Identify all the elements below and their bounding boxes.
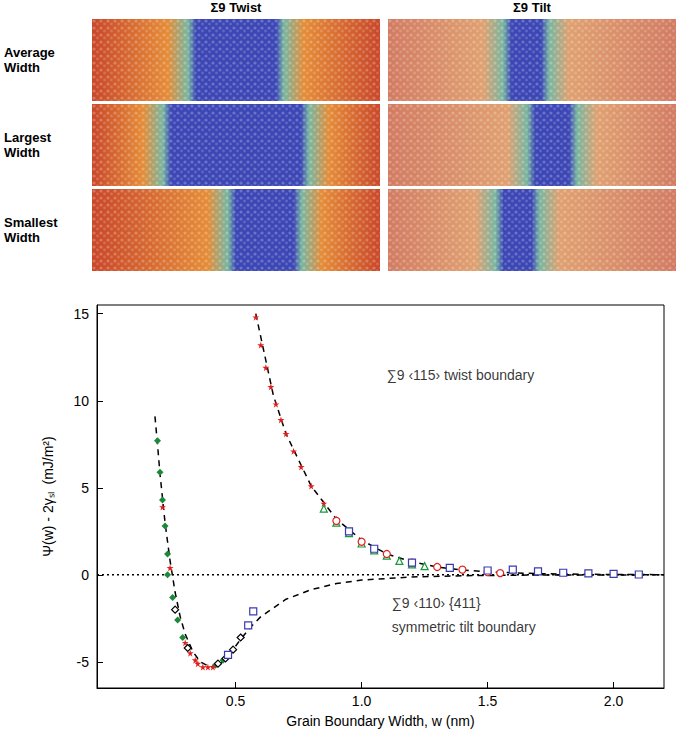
svg-text:symmetric tilt boundary: symmetric tilt boundary <box>392 619 536 635</box>
svg-text:-5: -5 <box>77 654 90 670</box>
html-text:Σ9 Twist: Σ9 Twist <box>210 0 262 15</box>
svg-text:5: 5 <box>81 480 89 496</box>
html-text:Smallest Width: Smallest Width <box>4 215 58 245</box>
svg-text:0.5: 0.5 <box>226 693 246 709</box>
svg-text:∑9 ‹115› twist boundary: ∑9 ‹115› twist boundary <box>387 367 534 383</box>
svg-text:0: 0 <box>81 567 89 583</box>
html-text:Average Width: Average Width <box>4 45 55 75</box>
html-text:Σ9 Tilt: Σ9 Tilt <box>513 0 551 15</box>
svg-text:1.0: 1.0 <box>352 693 372 709</box>
svg-text:1.5: 1.5 <box>478 693 498 709</box>
svg-text:15: 15 <box>73 306 89 322</box>
svg-text:2.0: 2.0 <box>604 693 624 709</box>
svg-text:10: 10 <box>73 393 89 409</box>
svg-text:∑9 ‹110› {411}: ∑9 ‹110› {411} <box>392 595 481 611</box>
html-text:Largest Width: Largest Width <box>4 130 51 160</box>
svg-text:Grain Boundary Width, w (nm): Grain Boundary Width, w (nm) <box>286 713 474 729</box>
svg-text:Ψ(w) - 2γₛₗ (mJ/m²): Ψ(w) - 2γₛₗ (mJ/m²) <box>40 436 56 556</box>
